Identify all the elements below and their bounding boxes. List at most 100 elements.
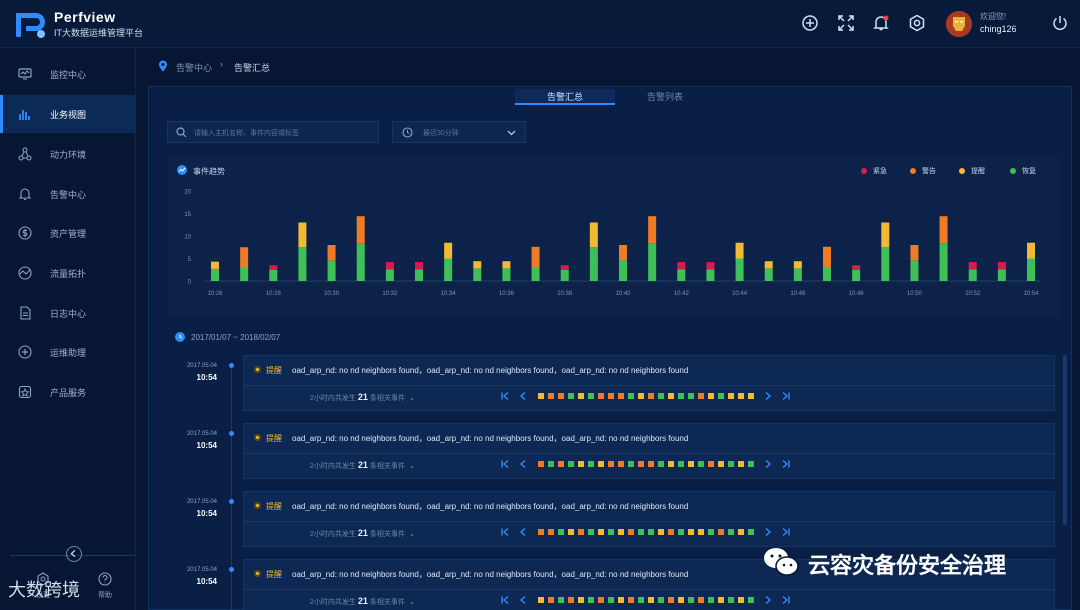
event-occurrence-square[interactable] (648, 529, 654, 535)
prev-page-icon[interactable] (518, 459, 528, 469)
last-page-icon[interactable] (781, 527, 791, 537)
event-occurrence-square[interactable] (638, 393, 644, 399)
event-occurrence-square[interactable] (668, 597, 674, 603)
event-occurrence-square[interactable] (698, 393, 704, 399)
sidebar-item-business-view[interactable]: 业务视图 (0, 95, 136, 133)
event-occurrence-square[interactable] (728, 529, 734, 535)
user-name[interactable]: ching126 (980, 24, 1017, 34)
event-occurrence-square[interactable] (668, 461, 674, 467)
event-occurrence-square[interactable] (608, 461, 614, 467)
event-occurrence-square[interactable] (708, 393, 714, 399)
search-input[interactable] (194, 125, 374, 141)
event-occurrence-square[interactable] (718, 393, 724, 399)
event-occurrence-square[interactable] (678, 597, 684, 603)
event-occurrence-square[interactable] (538, 597, 544, 603)
first-page-icon[interactable] (500, 391, 510, 401)
prev-page-icon[interactable] (518, 527, 528, 537)
event-occurrence-square[interactable] (608, 529, 614, 535)
event-occurrence-square[interactable] (628, 461, 634, 467)
event-occurrence-square[interactable] (668, 529, 674, 535)
settings-label[interactable]: 设置 (36, 592, 50, 599)
help-label[interactable]: 帮助 (98, 592, 112, 599)
event-occurrence-square[interactable] (738, 529, 744, 535)
event-occurrence-square[interactable] (658, 529, 664, 535)
event-card[interactable]: 提醒 oad_arp_nd: no nd neighbors found，oad_… (243, 355, 1056, 411)
event-occurrence-square[interactable] (628, 393, 634, 399)
event-occurrence-square[interactable] (658, 461, 664, 467)
event-occurrence-square[interactable] (748, 393, 754, 399)
event-occurrence-square[interactable] (578, 393, 584, 399)
event-occurrence-square[interactable] (698, 597, 704, 603)
event-occurrence-square[interactable] (688, 461, 694, 467)
event-occurrence-square[interactable] (578, 461, 584, 467)
event-occurrence-square[interactable] (748, 597, 754, 603)
event-occurrence-square[interactable] (658, 393, 664, 399)
first-page-icon[interactable] (500, 595, 510, 605)
event-occurrence-square[interactable] (598, 461, 604, 467)
prev-page-icon[interactable] (518, 595, 528, 605)
event-occurrence-square[interactable] (538, 393, 544, 399)
event-occurrence-square[interactable] (538, 461, 544, 467)
event-occurrence-square[interactable] (558, 529, 564, 535)
last-page-icon[interactable] (781, 459, 791, 469)
event-occurrence-square[interactable] (628, 597, 634, 603)
event-occurrence-square[interactable] (648, 597, 654, 603)
event-occurrence-square[interactable] (548, 597, 554, 603)
event-occurrence-square[interactable] (558, 461, 564, 467)
event-card[interactable]: 提醒 oad_arp_nd: no nd neighbors found，oad_… (243, 491, 1056, 547)
event-occurrence-square[interactable] (718, 529, 724, 535)
next-page-icon[interactable] (763, 391, 773, 401)
last-page-icon[interactable] (781, 391, 791, 401)
sidebar-item-traffic-topology[interactable]: 流量拓扑 (0, 254, 136, 292)
event-occurrence-square[interactable] (598, 529, 604, 535)
scrollbar[interactable] (1063, 355, 1067, 525)
settings-hex-icon[interactable] (908, 14, 926, 32)
event-occurrence-square[interactable] (678, 393, 684, 399)
event-count-toggle[interactable]: 2小时内共发生 21 条相关事件 ⌄ (310, 596, 415, 607)
event-occurrence-square[interactable] (738, 461, 744, 467)
event-occurrence-square[interactable] (688, 393, 694, 399)
event-occurrence-square[interactable] (618, 393, 624, 399)
event-count-toggle[interactable]: 2小时内共发生 21 条相关事件 ⌄ (310, 460, 415, 471)
event-occurrence-square[interactable] (748, 529, 754, 535)
event-occurrence-square[interactable] (738, 393, 744, 399)
event-occurrence-square[interactable] (598, 393, 604, 399)
next-page-icon[interactable] (763, 595, 773, 605)
event-occurrence-square[interactable] (708, 597, 714, 603)
event-card[interactable]: 提醒 oad_arp_nd: no nd neighbors found，oad_… (243, 423, 1056, 479)
event-occurrence-square[interactable] (588, 461, 594, 467)
avatar[interactable] (946, 11, 972, 37)
event-occurrence-square[interactable] (618, 529, 624, 535)
event-occurrence-square[interactable] (708, 529, 714, 535)
time-filter-select[interactable]: 最近30分钟 (392, 121, 526, 143)
last-page-icon[interactable] (781, 595, 791, 605)
event-occurrence-square[interactable] (618, 597, 624, 603)
tab-alert-summary[interactable]: 告警汇总 (515, 89, 615, 105)
event-count-toggle[interactable]: 2小时内共发生 21 条相关事件 ⌄ (310, 528, 415, 539)
event-occurrence-square[interactable] (608, 597, 614, 603)
event-occurrence-square[interactable] (708, 461, 714, 467)
event-occurrence-square[interactable] (568, 597, 574, 603)
event-occurrence-square[interactable] (568, 393, 574, 399)
tab-alert-list[interactable]: 告警列表 (646, 92, 683, 102)
event-occurrence-square[interactable] (558, 393, 564, 399)
event-occurrence-square[interactable] (728, 597, 734, 603)
event-occurrence-square[interactable] (548, 461, 554, 467)
sidebar-item-log-center[interactable]: 日志中心 (0, 294, 136, 332)
event-card[interactable]: 提醒 oad_arp_nd: no nd neighbors found，oad_… (243, 559, 1056, 610)
event-occurrence-square[interactable] (638, 461, 644, 467)
first-page-icon[interactable] (500, 459, 510, 469)
event-occurrence-square[interactable] (638, 597, 644, 603)
event-occurrence-square[interactable] (658, 597, 664, 603)
help-icon[interactable] (98, 572, 112, 586)
event-occurrence-square[interactable] (578, 597, 584, 603)
event-occurrence-square[interactable] (588, 529, 594, 535)
fullscreen-icon[interactable] (837, 14, 855, 32)
next-page-icon[interactable] (763, 527, 773, 537)
event-occurrence-square[interactable] (598, 597, 604, 603)
event-occurrence-square[interactable] (628, 529, 634, 535)
sidebar-item-asset-mgmt[interactable]: 资产管理 (0, 214, 136, 252)
next-page-icon[interactable] (763, 459, 773, 469)
bell-icon[interactable] (872, 14, 890, 32)
sidebar-item-product-service[interactable]: 产品服务 (0, 373, 136, 411)
